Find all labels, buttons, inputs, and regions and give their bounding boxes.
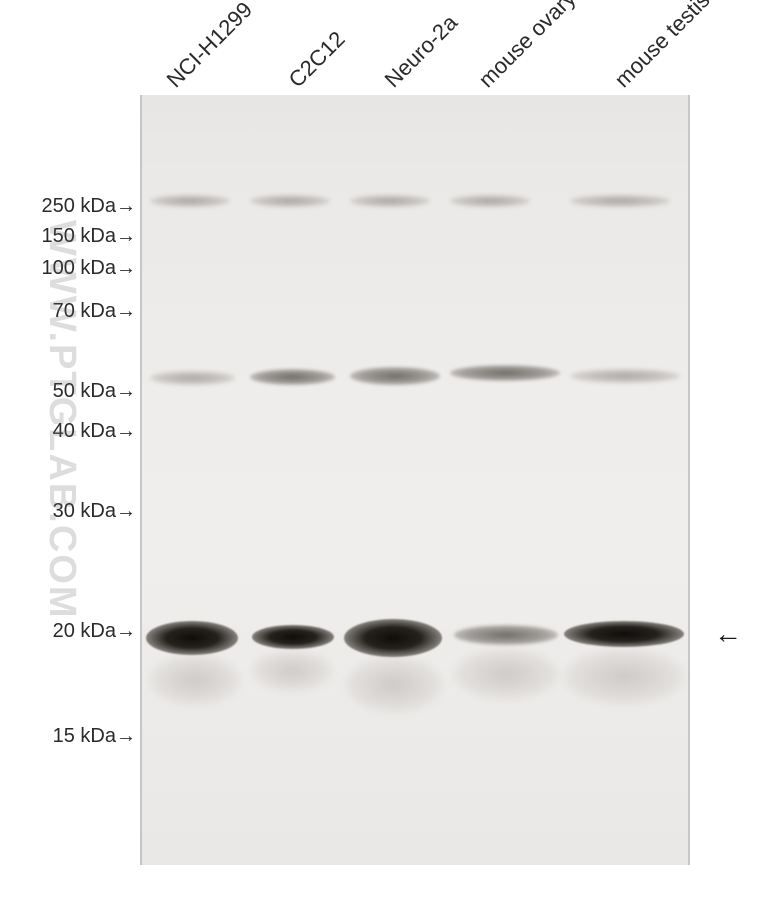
marker-label: 20 kDa→ bbox=[53, 620, 136, 643]
band-target-20kda bbox=[344, 619, 442, 657]
band-top bbox=[570, 195, 670, 207]
watermark-text: WWW.PTGLAB.COM bbox=[40, 220, 83, 619]
smudge bbox=[252, 651, 332, 691]
smudge bbox=[564, 649, 684, 704]
target-arrow-icon: ← bbox=[714, 618, 742, 650]
smudge bbox=[150, 655, 240, 705]
lane-label: C2C12 bbox=[284, 26, 351, 93]
band-top bbox=[450, 195, 530, 207]
band-top bbox=[150, 195, 230, 207]
smudge bbox=[454, 649, 558, 699]
band-50kda bbox=[450, 365, 560, 381]
band-50kda bbox=[250, 369, 335, 385]
band-target-20kda bbox=[454, 625, 558, 645]
marker-label: 250 kDa→ bbox=[42, 195, 137, 218]
lane-label: mouse ovary bbox=[474, 0, 581, 93]
band-target-20kda bbox=[564, 621, 684, 647]
western-blot-image bbox=[140, 95, 690, 865]
band-target-20kda bbox=[252, 625, 334, 649]
band-50kda bbox=[350, 367, 440, 385]
smudge bbox=[346, 657, 442, 712]
band-50kda bbox=[570, 369, 680, 383]
lane-label: NCI-H1299 bbox=[162, 0, 258, 93]
lane-label: Neuro-2a bbox=[380, 10, 463, 93]
lane-labels-container: NCI-H1299 C2C12 Neuro-2a mouse ovary mou… bbox=[140, 0, 690, 95]
band-50kda bbox=[150, 371, 235, 385]
band-top bbox=[350, 195, 430, 207]
blot-border bbox=[140, 95, 690, 865]
marker-label: 15 kDa→ bbox=[53, 725, 136, 748]
lane-label: mouse testis bbox=[610, 0, 716, 93]
band-top bbox=[250, 195, 330, 207]
band-target-20kda bbox=[146, 621, 238, 655]
